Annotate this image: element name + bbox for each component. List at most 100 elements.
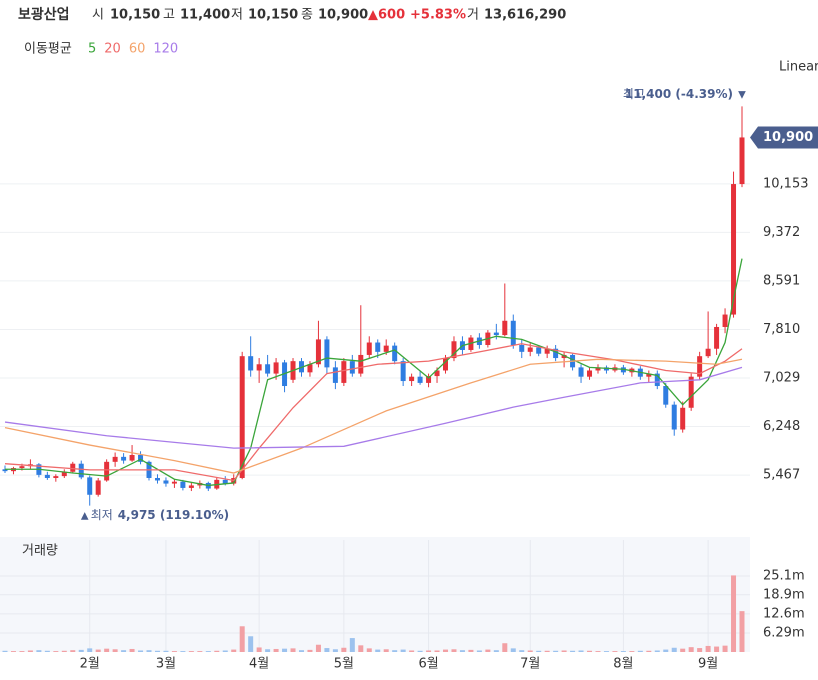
candle-body xyxy=(705,348,711,357)
price-tag-label: 10,900 xyxy=(763,130,813,145)
volume-bar xyxy=(646,650,652,652)
candle-body xyxy=(426,376,432,383)
candle-body xyxy=(714,326,720,349)
volume-bar xyxy=(544,650,550,652)
volume-bar xyxy=(282,648,288,652)
volume-bar xyxy=(722,645,728,652)
volume-bar xyxy=(332,649,338,652)
volume-bar xyxy=(358,645,364,652)
volume-bar xyxy=(290,648,296,652)
candle-body xyxy=(180,481,186,488)
change: ▲600 xyxy=(368,8,405,23)
candle-body xyxy=(519,345,525,352)
volume-bar xyxy=(578,650,584,652)
candle-body xyxy=(171,481,177,484)
candle-body xyxy=(680,407,686,430)
y-tick-label: 25.1m xyxy=(763,569,805,584)
y-tick-label: 7,029 xyxy=(763,371,800,386)
volume-bar xyxy=(705,645,711,652)
volume-bar xyxy=(87,648,93,652)
label: 시 xyxy=(92,8,104,23)
candle-body xyxy=(417,376,423,383)
candle-body xyxy=(536,347,542,354)
candle-body xyxy=(324,339,330,368)
candle-body xyxy=(587,370,593,377)
x-tick-label: 3월 xyxy=(156,657,176,672)
volume-bar xyxy=(10,651,16,652)
volume-bar xyxy=(104,648,110,652)
candle-body xyxy=(527,347,533,352)
candle-body xyxy=(138,454,144,462)
min-label: 최저 xyxy=(91,508,113,522)
min-value: 4,975 (119.10%) xyxy=(118,508,229,522)
volume-bar xyxy=(468,649,474,652)
volume-bar xyxy=(570,650,576,652)
volume-bar xyxy=(146,650,152,652)
candle-body xyxy=(104,461,110,481)
volume-bar xyxy=(19,651,25,652)
candle-body xyxy=(188,485,194,488)
volume-bar xyxy=(553,650,559,652)
volume-bar xyxy=(248,636,254,652)
x-tick-label: 7월 xyxy=(520,657,540,672)
candle-body xyxy=(95,480,101,495)
label: 종 xyxy=(301,8,313,23)
candle-body xyxy=(2,469,8,472)
volume-bar xyxy=(671,647,677,652)
candle-body xyxy=(239,356,245,478)
volume-bar xyxy=(493,650,499,652)
volume-bar xyxy=(663,649,669,652)
volume-bar xyxy=(426,650,432,652)
volume-bar xyxy=(375,649,381,652)
volume-bar xyxy=(95,649,101,652)
y-tick-label: 6.29m xyxy=(763,625,805,640)
volume-bar xyxy=(434,650,440,652)
value: 10,900 xyxy=(318,8,368,23)
volume-bar xyxy=(459,650,465,652)
volume-bar xyxy=(519,650,525,652)
volume-bar xyxy=(680,648,686,652)
volume-bar xyxy=(400,649,406,652)
volume-bar xyxy=(265,649,271,652)
candle-body xyxy=(349,361,355,374)
moving-average xyxy=(4,366,743,449)
volume-bar xyxy=(70,650,76,652)
stock-name: 보광산업 xyxy=(18,6,70,23)
volume-bar xyxy=(409,650,415,652)
volume-bar xyxy=(502,643,508,652)
value: 10,150 xyxy=(110,8,160,23)
candle-body xyxy=(400,361,406,382)
candle-body xyxy=(663,386,669,405)
volume-bar xyxy=(324,648,330,652)
volume-bar xyxy=(527,650,533,652)
volume-bar xyxy=(629,651,635,652)
candle-body xyxy=(53,476,59,478)
x-tick-label: 8월 xyxy=(613,657,633,672)
volume-bar xyxy=(349,638,355,652)
volume-bar xyxy=(197,651,203,652)
candle-body xyxy=(112,456,118,462)
candle-body xyxy=(358,354,364,374)
volume-bar xyxy=(417,650,423,652)
volume-bar xyxy=(392,650,398,652)
volume-bar xyxy=(697,648,703,652)
volume-bar xyxy=(739,611,745,652)
max-value: 11,400 (-4.39%) xyxy=(625,87,733,101)
candle-body xyxy=(434,370,440,377)
volume-bar xyxy=(612,651,618,652)
candle-body xyxy=(248,356,254,371)
value: 10,150 xyxy=(248,8,298,23)
x-tick-label: 9월 xyxy=(698,657,718,672)
volume-bar xyxy=(44,650,50,652)
moving-average xyxy=(4,358,743,474)
max-label: 최고 xyxy=(623,87,645,101)
legend-entry: 60 xyxy=(129,42,146,57)
volume-bar xyxy=(138,650,144,652)
volume-bar xyxy=(273,648,279,652)
candle-body xyxy=(646,373,652,377)
volume-bar xyxy=(603,651,609,652)
min-marker: ▲ xyxy=(81,511,89,522)
candle-body xyxy=(392,345,398,362)
legend-entry: 5 xyxy=(88,42,96,57)
volume-bar xyxy=(121,650,127,652)
